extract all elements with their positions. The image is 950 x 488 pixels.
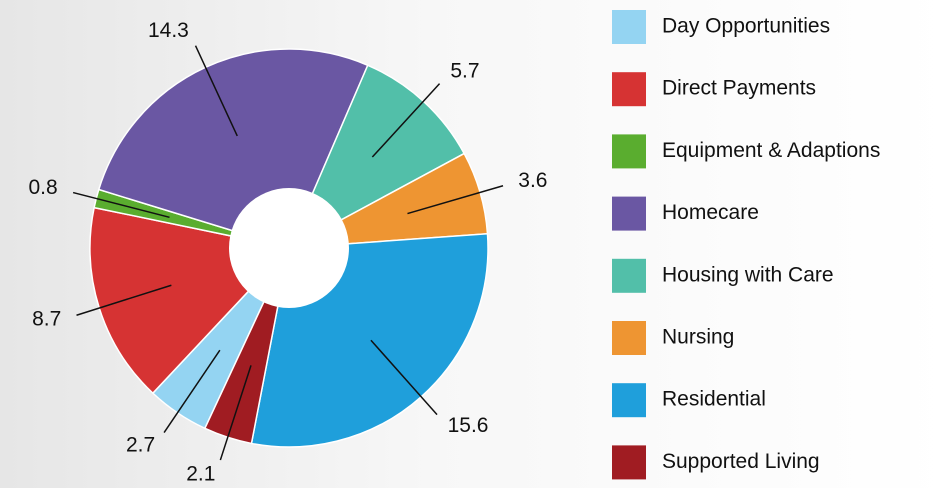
legend-swatch xyxy=(612,10,646,44)
leader-line xyxy=(407,185,504,215)
leader-line xyxy=(194,45,238,137)
legend-label: Direct Payments xyxy=(662,77,816,100)
legend-label: Nursing xyxy=(662,326,734,349)
data-label: 2.1 xyxy=(186,463,215,486)
legend-label: Housing with Care xyxy=(662,263,834,286)
data-label: 0.8 xyxy=(29,176,58,199)
legend-label: Day Opportunities xyxy=(662,15,830,38)
legend-swatch xyxy=(612,321,646,355)
leader-line xyxy=(76,284,172,316)
data-label: 15.6 xyxy=(448,414,489,437)
legend-label: Residential xyxy=(662,388,766,411)
data-label: 3.6 xyxy=(518,169,547,192)
legend-swatch xyxy=(612,196,646,231)
legend-swatch xyxy=(612,258,646,293)
legend-swatch xyxy=(612,134,646,169)
data-label: 2.7 xyxy=(126,433,155,456)
donut-hole xyxy=(229,188,349,308)
data-label: 8.7 xyxy=(32,308,61,331)
legend-swatch xyxy=(612,445,646,480)
leader-line xyxy=(72,191,170,219)
legend-swatch xyxy=(612,383,646,418)
legend-label: Equipment & Adaptions xyxy=(662,139,880,162)
leader-line xyxy=(163,349,221,434)
legend-label: Homecare xyxy=(662,201,759,224)
leader-line xyxy=(370,339,438,416)
legend-label: Supported Living xyxy=(662,450,820,473)
leader-line xyxy=(219,365,252,461)
data-label: 14.3 xyxy=(148,19,189,42)
leader-line xyxy=(371,83,441,158)
data-label: 5.7 xyxy=(450,59,479,82)
legend-swatch xyxy=(612,72,646,107)
